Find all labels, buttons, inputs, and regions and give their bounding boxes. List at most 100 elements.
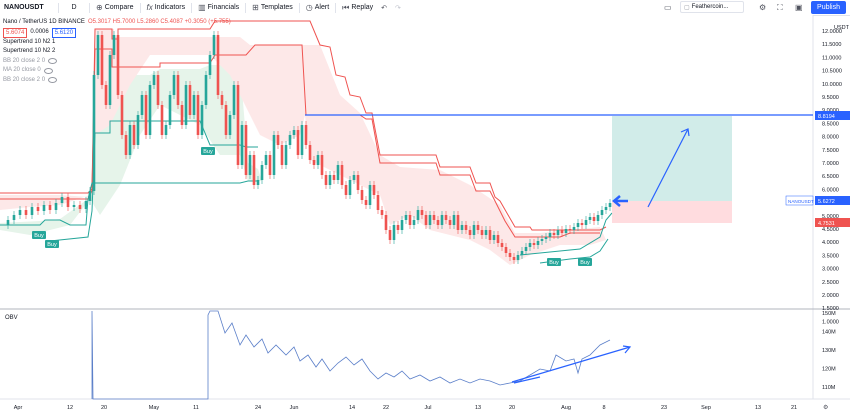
fullscreen-button[interactable]: ⛶ (777, 1, 783, 14)
publish-button[interactable]: Publish (811, 1, 846, 14)
interval-button[interactable]: D (71, 4, 77, 11)
projection-arrow[interactable] (647, 128, 689, 208)
time-tick-label: 11 (193, 405, 199, 411)
indicator-row[interactable]: MA 20 close 0 (3, 66, 231, 76)
current-price-label (815, 196, 850, 205)
stop-zone[interactable] (612, 201, 732, 223)
candle-body (268, 155, 272, 175)
buy-signal: Buy (578, 258, 592, 266)
hidden-eye-icon[interactable] (48, 58, 58, 65)
candle-body (12, 215, 16, 220)
alert-button[interactable]: ◷ Alert (302, 0, 333, 15)
indicator-row[interactable]: BB 20 close 2 0 (3, 57, 231, 67)
obv-line (91, 310, 611, 400)
price-tick-label: 4.5000 (822, 227, 839, 233)
quick-search-input[interactable]: ▢ Feathercoin... (680, 1, 744, 13)
plus-circle-icon: ⊕ (96, 3, 103, 12)
obv-tick-label: 110M (822, 385, 836, 391)
entry-marker-arrow-head (612, 195, 621, 207)
candle-body (384, 215, 388, 230)
undo-button[interactable]: ↶ (377, 0, 391, 15)
alert-label: Alert (314, 4, 330, 11)
candle-body (78, 205, 82, 209)
layout-button[interactable]: ▭ (664, 1, 672, 14)
candle-body (84, 201, 88, 209)
replay-button[interactable]: ⏮ Replay (338, 0, 377, 15)
indicator-row[interactable]: Supertrend 10 N2 1 (3, 38, 231, 48)
indicator-row[interactable]: BB 20 close 2 0 (3, 76, 231, 86)
time-tick-label: Jun (290, 405, 299, 411)
financials-button[interactable]: ▥ Financials (194, 0, 243, 15)
candle-body (208, 55, 212, 75)
templates-button[interactable]: ⊞ Templates (248, 0, 297, 15)
candle-body (308, 145, 312, 160)
candle-body (492, 235, 496, 240)
candle-body (232, 85, 236, 115)
compare-button[interactable]: ⊕ Compare (92, 0, 138, 15)
obv-tick-label: 130M (822, 348, 836, 354)
time-tick-label: 20 (101, 405, 107, 411)
financials-icon: ▥ (198, 3, 206, 12)
indicators-button[interactable]: fx Indicators (143, 0, 190, 15)
candle-body (436, 220, 440, 225)
obv-trend-line[interactable] (511, 346, 631, 383)
time-axis[interactable]: Apr 12 20 May 11 24 Jun 14 22 Jul 13 20 Aug 8 23 Sep 13 2… (14, 405, 797, 411)
candle-body (148, 85, 152, 135)
candle-body (596, 215, 600, 221)
redo-button[interactable]: ↷ (391, 0, 405, 15)
candle-body (92, 75, 96, 191)
obv-axis[interactable]: 150M 140M 130M 120M 110M (822, 311, 836, 391)
candle-body (432, 215, 436, 220)
symbol-search[interactable]: NANOUSDT (4, 4, 44, 11)
candle-body (176, 75, 180, 105)
time-tick-label: 13 (475, 405, 481, 411)
obv-tick-label: 120M (822, 367, 836, 373)
indicator-label: BB 20 close 2 0 (3, 76, 46, 83)
indicator-row[interactable]: Supertrend 10 N2 2 (3, 47, 231, 57)
bid-price[interactable]: 5.6074 (3, 27, 28, 38)
time-tick-label: 22 (383, 405, 389, 411)
legend-title[interactable]: Nano / TetherUS 1D BINANCE (3, 19, 85, 25)
price-axis[interactable]: 12.0000 11.5000 11.0000 10.5000 10.0000 9.500… (822, 29, 842, 325)
candle-body (588, 217, 592, 220)
time-tick-label: Sep (701, 405, 711, 411)
supertrend-down-fill (0, 29, 606, 265)
alarm-clock-icon: ◷ (305, 3, 313, 12)
candle-body (464, 225, 468, 230)
time-tick-label: Aug (561, 405, 571, 411)
chart-canvas[interactable]: Buy Buy Buy Buy Buy 12.0000 11.5000 11.000… (0, 15, 850, 414)
svg-text:Buy: Buy (549, 260, 559, 266)
stop-price-text: 4.7531 (818, 221, 835, 227)
snapshot-button[interactable]: ▣ (795, 1, 803, 14)
ask-price[interactable]: 5.6120 (51, 27, 77, 38)
price-tick-label: 7.0000 (822, 161, 839, 167)
candle-body (184, 85, 188, 125)
supertrend-upper-line (0, 20, 607, 231)
obv-trend-arrow[interactable] (513, 376, 541, 384)
candle-body (336, 165, 340, 180)
candle-body (420, 210, 424, 215)
financials-label: Financials (207, 4, 240, 11)
candle-body (520, 251, 524, 255)
candle-body (508, 253, 512, 257)
candle-body (396, 225, 400, 230)
candle-body (460, 225, 464, 230)
candle-body (72, 205, 76, 207)
hidden-eye-icon[interactable] (48, 77, 58, 84)
target-zone[interactable] (612, 116, 732, 201)
candle-body (388, 230, 392, 240)
candle-body (592, 217, 596, 221)
svg-text:Buy: Buy (34, 233, 44, 239)
supertrend-up-line-1 (0, 180, 258, 226)
candle-body (452, 215, 456, 225)
hidden-eye-icon[interactable] (43, 67, 53, 74)
candle-body (532, 243, 536, 245)
axis-settings-icon[interactable]: ⚙ (823, 404, 828, 411)
gear-icon: ⚙ (759, 3, 767, 12)
settings-button[interactable]: ⚙ (759, 1, 766, 14)
candle-body (368, 185, 372, 205)
current-price-text: 5.6272 (818, 199, 835, 205)
candle-body (132, 125, 136, 145)
candle-body (288, 135, 292, 145)
candle-body (24, 210, 28, 215)
